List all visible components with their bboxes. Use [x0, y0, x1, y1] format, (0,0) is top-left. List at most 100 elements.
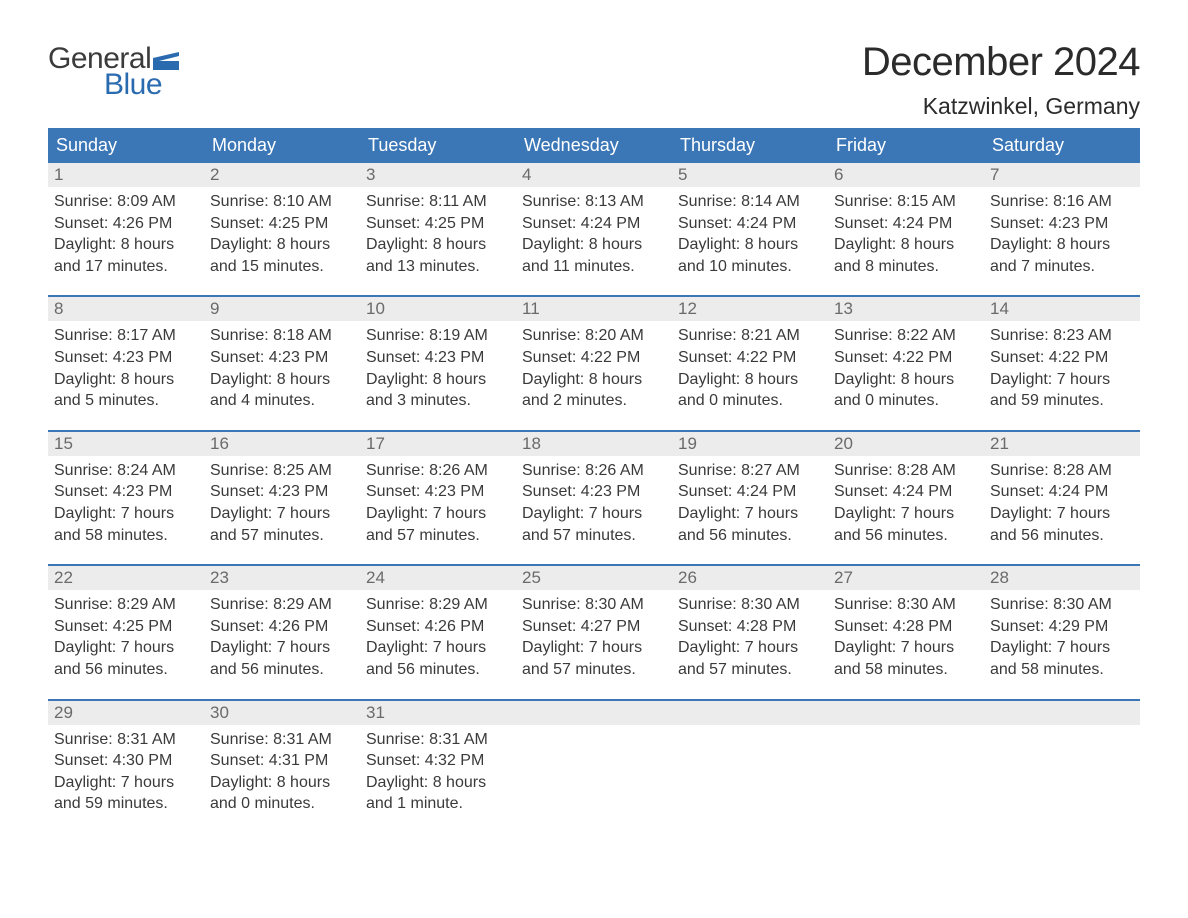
daylight-line2: and 59 minutes.	[990, 390, 1134, 412]
sunset-text: Sunset: 4:24 PM	[990, 481, 1134, 503]
day-body: Sunrise: 8:25 AMSunset: 4:23 PMDaylight:…	[204, 456, 360, 546]
day-number: 28	[984, 566, 1140, 590]
sunset-text: Sunset: 4:27 PM	[522, 616, 666, 638]
daylight-line1: Daylight: 8 hours	[834, 369, 978, 391]
daylight-line1: Daylight: 7 hours	[54, 503, 198, 525]
day-body: Sunrise: 8:26 AMSunset: 4:23 PMDaylight:…	[516, 456, 672, 546]
daylight-line2: and 0 minutes.	[210, 793, 354, 815]
day-number: 25	[516, 566, 672, 590]
page-title: December 2024	[862, 40, 1140, 85]
day-body: Sunrise: 8:30 AMSunset: 4:27 PMDaylight:…	[516, 590, 672, 680]
day-body: Sunrise: 8:29 AMSunset: 4:26 PMDaylight:…	[360, 590, 516, 680]
title-block: December 2024 Katzwinkel, Germany	[862, 40, 1140, 120]
sunrise-text: Sunrise: 8:20 AM	[522, 325, 666, 347]
daylight-line1: Daylight: 7 hours	[834, 503, 978, 525]
sunrise-text: Sunrise: 8:21 AM	[678, 325, 822, 347]
sunrise-text: Sunrise: 8:24 AM	[54, 460, 198, 482]
day-cell: 28Sunrise: 8:30 AMSunset: 4:29 PMDayligh…	[984, 566, 1140, 698]
day-cell: 17Sunrise: 8:26 AMSunset: 4:23 PMDayligh…	[360, 432, 516, 564]
daylight-line1: Daylight: 7 hours	[678, 503, 822, 525]
day-body: Sunrise: 8:30 AMSunset: 4:28 PMDaylight:…	[828, 590, 984, 680]
day-number: 19	[672, 432, 828, 456]
header-wednesday: Wednesday	[516, 128, 672, 163]
day-cell: 12Sunrise: 8:21 AMSunset: 4:22 PMDayligh…	[672, 297, 828, 429]
daylight-line2: and 59 minutes.	[54, 793, 198, 815]
sunrise-text: Sunrise: 8:31 AM	[54, 729, 198, 751]
day-cell	[516, 701, 672, 833]
sunrise-text: Sunrise: 8:31 AM	[366, 729, 510, 751]
day-body: Sunrise: 8:30 AMSunset: 4:29 PMDaylight:…	[984, 590, 1140, 680]
sunrise-text: Sunrise: 8:13 AM	[522, 191, 666, 213]
header-monday: Monday	[204, 128, 360, 163]
sunrise-text: Sunrise: 8:10 AM	[210, 191, 354, 213]
daylight-line1: Daylight: 7 hours	[990, 369, 1134, 391]
sunset-text: Sunset: 4:28 PM	[834, 616, 978, 638]
day-cell: 9Sunrise: 8:18 AMSunset: 4:23 PMDaylight…	[204, 297, 360, 429]
day-cell: 10Sunrise: 8:19 AMSunset: 4:23 PMDayligh…	[360, 297, 516, 429]
day-cell: 16Sunrise: 8:25 AMSunset: 4:23 PMDayligh…	[204, 432, 360, 564]
daylight-line1: Daylight: 8 hours	[366, 369, 510, 391]
sunrise-text: Sunrise: 8:16 AM	[990, 191, 1134, 213]
day-body: Sunrise: 8:14 AMSunset: 4:24 PMDaylight:…	[672, 187, 828, 277]
day-cell: 4Sunrise: 8:13 AMSunset: 4:24 PMDaylight…	[516, 163, 672, 295]
day-number: 1	[48, 163, 204, 187]
day-body: Sunrise: 8:28 AMSunset: 4:24 PMDaylight:…	[984, 456, 1140, 546]
week-row: 15Sunrise: 8:24 AMSunset: 4:23 PMDayligh…	[48, 430, 1140, 564]
daylight-line2: and 57 minutes.	[522, 659, 666, 681]
day-number: 5	[672, 163, 828, 187]
day-number: 14	[984, 297, 1140, 321]
sunset-text: Sunset: 4:30 PM	[54, 750, 198, 772]
day-number: 12	[672, 297, 828, 321]
day-cell: 23Sunrise: 8:29 AMSunset: 4:26 PMDayligh…	[204, 566, 360, 698]
daylight-line1: Daylight: 8 hours	[54, 369, 198, 391]
sunset-text: Sunset: 4:25 PM	[54, 616, 198, 638]
daylight-line2: and 5 minutes.	[54, 390, 198, 412]
sunset-text: Sunset: 4:23 PM	[54, 481, 198, 503]
weeks-container: 1Sunrise: 8:09 AMSunset: 4:26 PMDaylight…	[48, 163, 1140, 833]
sunrise-text: Sunrise: 8:15 AM	[834, 191, 978, 213]
sunset-text: Sunset: 4:26 PM	[210, 616, 354, 638]
daylight-line1: Daylight: 8 hours	[678, 369, 822, 391]
day-body: Sunrise: 8:29 AMSunset: 4:25 PMDaylight:…	[48, 590, 204, 680]
sunset-text: Sunset: 4:25 PM	[210, 213, 354, 235]
daylight-line1: Daylight: 7 hours	[990, 637, 1134, 659]
calendar-header-row: Sunday Monday Tuesday Wednesday Thursday…	[48, 128, 1140, 163]
daylight-line2: and 56 minutes.	[678, 525, 822, 547]
sunrise-text: Sunrise: 8:11 AM	[366, 191, 510, 213]
daylight-line1: Daylight: 8 hours	[366, 234, 510, 256]
sunrise-text: Sunrise: 8:17 AM	[54, 325, 198, 347]
daylight-line2: and 7 minutes.	[990, 256, 1134, 278]
day-number: 22	[48, 566, 204, 590]
day-cell: 14Sunrise: 8:23 AMSunset: 4:22 PMDayligh…	[984, 297, 1140, 429]
day-cell: 18Sunrise: 8:26 AMSunset: 4:23 PMDayligh…	[516, 432, 672, 564]
day-body: Sunrise: 8:11 AMSunset: 4:25 PMDaylight:…	[360, 187, 516, 277]
sunset-text: Sunset: 4:24 PM	[522, 213, 666, 235]
daylight-line2: and 56 minutes.	[990, 525, 1134, 547]
week-row: 1Sunrise: 8:09 AMSunset: 4:26 PMDaylight…	[48, 163, 1140, 295]
daylight-line1: Daylight: 7 hours	[990, 503, 1134, 525]
day-cell: 26Sunrise: 8:30 AMSunset: 4:28 PMDayligh…	[672, 566, 828, 698]
sunset-text: Sunset: 4:29 PM	[990, 616, 1134, 638]
day-number	[984, 701, 1140, 725]
daylight-line2: and 58 minutes.	[54, 525, 198, 547]
week-row: 29Sunrise: 8:31 AMSunset: 4:30 PMDayligh…	[48, 699, 1140, 833]
daylight-line2: and 2 minutes.	[522, 390, 666, 412]
daylight-line1: Daylight: 8 hours	[210, 234, 354, 256]
daylight-line1: Daylight: 7 hours	[366, 503, 510, 525]
daylight-line2: and 0 minutes.	[834, 390, 978, 412]
day-number: 2	[204, 163, 360, 187]
day-cell: 31Sunrise: 8:31 AMSunset: 4:32 PMDayligh…	[360, 701, 516, 833]
daylight-line2: and 4 minutes.	[210, 390, 354, 412]
day-number: 13	[828, 297, 984, 321]
day-body: Sunrise: 8:19 AMSunset: 4:23 PMDaylight:…	[360, 321, 516, 411]
day-cell: 22Sunrise: 8:29 AMSunset: 4:25 PMDayligh…	[48, 566, 204, 698]
sunset-text: Sunset: 4:23 PM	[210, 347, 354, 369]
sunrise-text: Sunrise: 8:19 AM	[366, 325, 510, 347]
sunrise-text: Sunrise: 8:26 AM	[522, 460, 666, 482]
day-cell	[984, 701, 1140, 833]
day-body: Sunrise: 8:09 AMSunset: 4:26 PMDaylight:…	[48, 187, 204, 277]
day-cell: 27Sunrise: 8:30 AMSunset: 4:28 PMDayligh…	[828, 566, 984, 698]
day-cell: 13Sunrise: 8:22 AMSunset: 4:22 PMDayligh…	[828, 297, 984, 429]
sunrise-text: Sunrise: 8:22 AM	[834, 325, 978, 347]
day-body: Sunrise: 8:23 AMSunset: 4:22 PMDaylight:…	[984, 321, 1140, 411]
